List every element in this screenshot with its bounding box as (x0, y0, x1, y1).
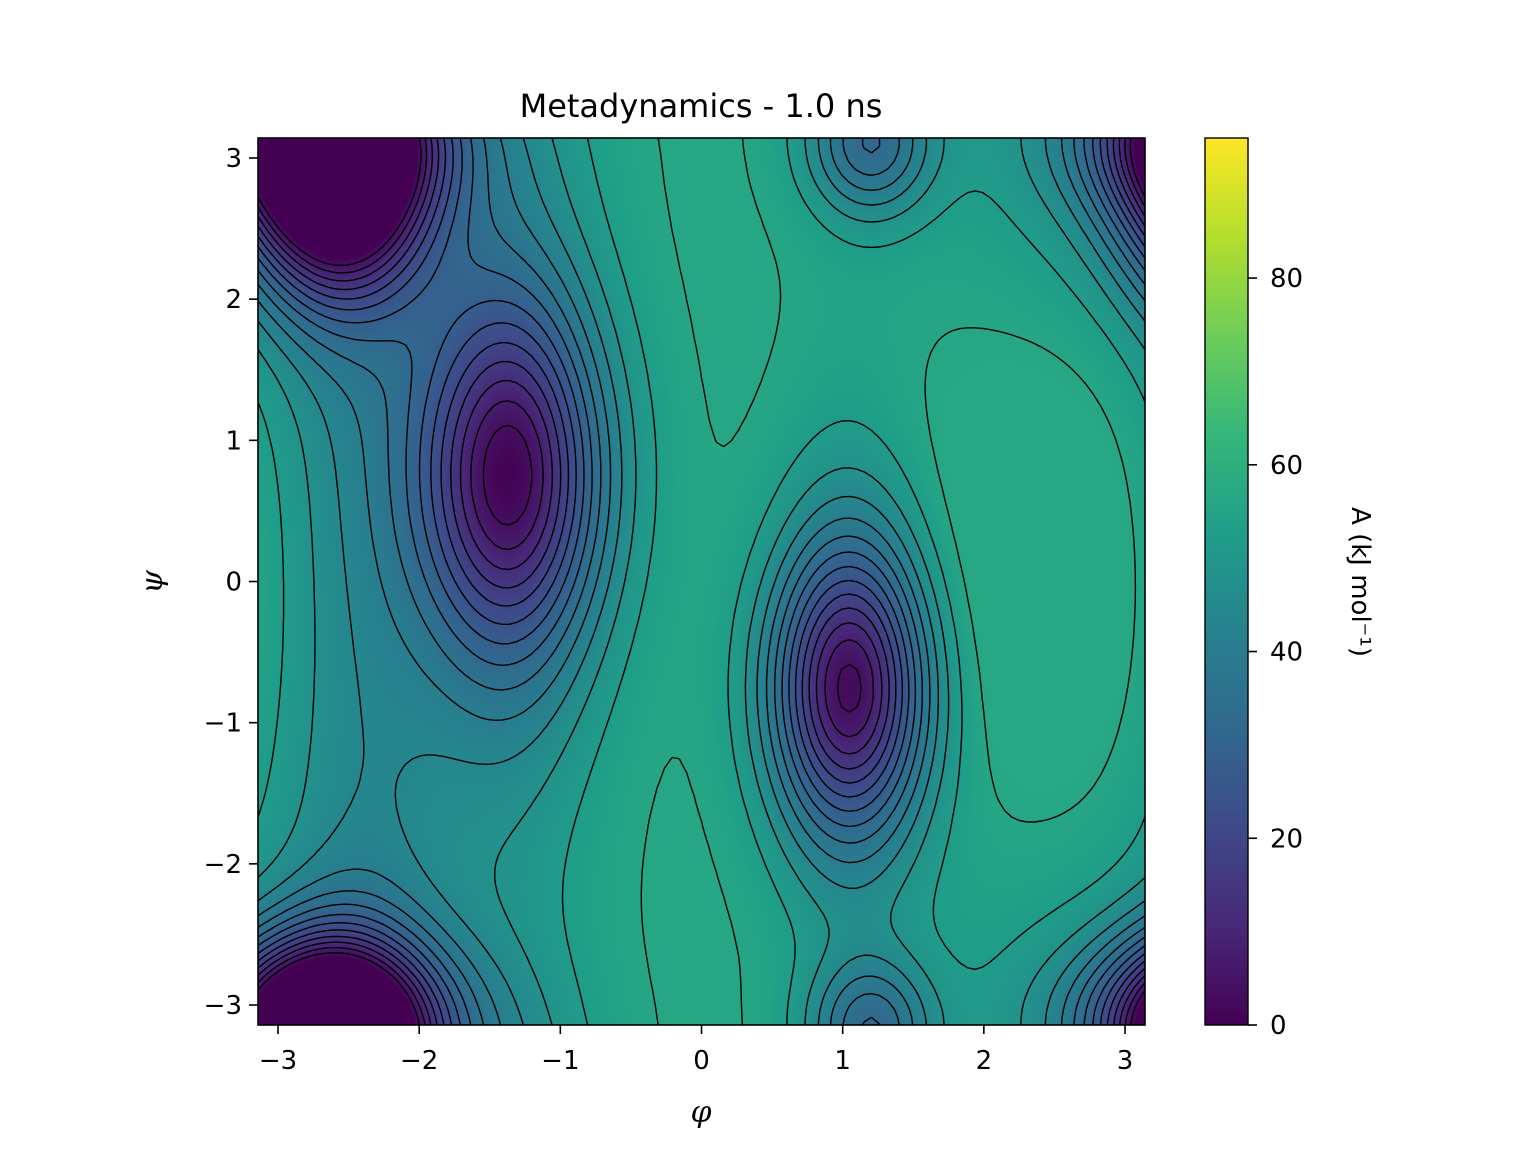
colorbar-tick-label: 40 (1270, 638, 1303, 668)
colorbar-tick-label: 80 (1270, 264, 1303, 294)
colorbar-label: A (kJ mol⁻¹) (1345, 507, 1375, 657)
y-axis-label: ψ (135, 570, 170, 594)
y-tick-label: −1 (204, 709, 242, 739)
x-tick-label: 0 (693, 1046, 710, 1076)
colorbar-frame (1204, 137, 1249, 1026)
colorbar-tick-label: 60 (1270, 451, 1303, 481)
heatmap-surface (258, 138, 1145, 1025)
y-tick-label: −3 (204, 991, 242, 1021)
contour-level-36 (257, 137, 1146, 1026)
y-tick-label: 2 (225, 285, 242, 315)
x-tick-label: −1 (541, 1046, 579, 1076)
y-tick-label: 3 (225, 144, 242, 174)
contour-level-20 (257, 137, 1146, 1026)
x-tick-label: −2 (400, 1046, 438, 1076)
x-tick-label: 2 (976, 1046, 993, 1076)
contour-level-56 (640, 137, 1137, 1026)
contour-level-52 (257, 137, 1146, 1026)
y-axis: −3 −2 −1 0 1 2 3 (204, 144, 258, 1021)
contour-level-12 (257, 137, 1146, 1026)
x-axis-label: φ (690, 1095, 711, 1130)
y-tick-label: 0 (225, 568, 242, 598)
contour-level-4 (257, 137, 1146, 1026)
x-tick-label: −3 (259, 1046, 297, 1076)
colorbar-gradient (1205, 138, 1248, 1025)
colorbar-tick-label: 0 (1270, 1011, 1287, 1041)
plot-area (257, 137, 1146, 1026)
colorbar: 0 20 40 60 80 A (kJ mol⁻¹) (1204, 137, 1375, 1041)
x-tick-label: 1 (834, 1046, 851, 1076)
contour-level-44 (257, 137, 1146, 1026)
contour-level-16 (257, 137, 1146, 1026)
contour-level-24 (257, 137, 1146, 1026)
colorbar-tick-label: 20 (1270, 824, 1303, 854)
chart-title: Metadynamics - 1.0 ns (520, 87, 883, 125)
contour-level-40 (257, 137, 1146, 1026)
contour-level-28 (257, 137, 1146, 1026)
contour-lines (257, 137, 1146, 1026)
x-tick-label: 3 (1117, 1046, 1134, 1076)
x-axis: −3 −2 −1 0 1 2 3 (259, 1025, 1133, 1076)
contour-level-48 (257, 137, 1146, 1026)
y-tick-label: 1 (225, 426, 242, 456)
colorbar-ticks: 0 20 40 60 80 (1248, 264, 1303, 1041)
y-tick-label: −2 (204, 850, 242, 880)
